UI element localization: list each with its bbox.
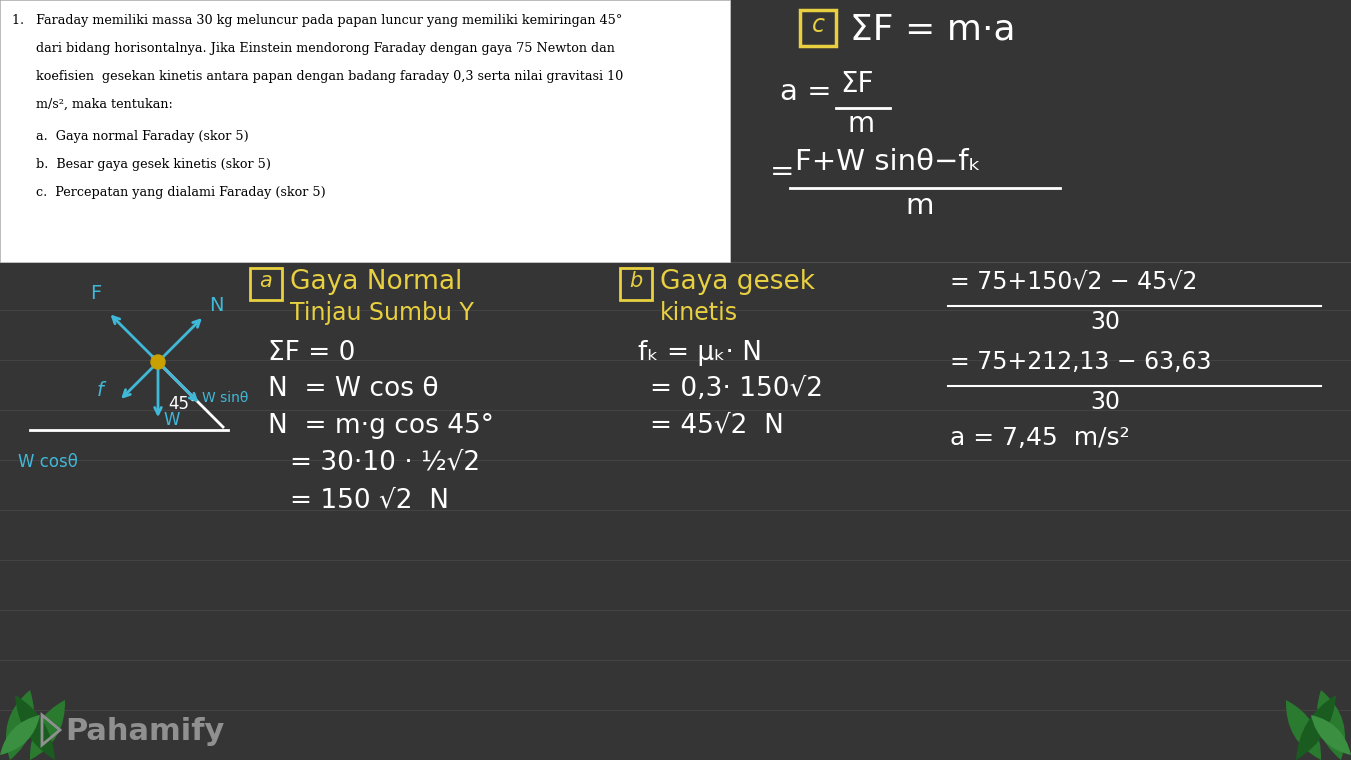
- Text: ΣF = 0: ΣF = 0: [267, 340, 355, 366]
- Text: b.  Besar gaya gesek kinetis (skor 5): b. Besar gaya gesek kinetis (skor 5): [12, 158, 272, 171]
- PathPatch shape: [0, 715, 41, 755]
- Text: = 30·10 · ½√2: = 30·10 · ½√2: [290, 450, 480, 476]
- PathPatch shape: [30, 700, 65, 760]
- PathPatch shape: [1296, 695, 1336, 760]
- Text: m: m: [905, 192, 934, 220]
- Bar: [250, 268, 282, 300]
- Text: W: W: [163, 411, 180, 429]
- Text: c.  Percepatan yang dialami Faraday (skor 5): c. Percepatan yang dialami Faraday (skor…: [12, 186, 326, 199]
- Text: = 75+212,13 − 63,63: = 75+212,13 − 63,63: [950, 350, 1212, 374]
- Text: a =: a =: [780, 78, 832, 106]
- Text: W cosθ: W cosθ: [18, 453, 78, 471]
- Text: dari bidang horisontalnya. Jika Einstein mendorong Faraday dengan gaya 75 Newton: dari bidang horisontalnya. Jika Einstein…: [12, 42, 615, 55]
- Text: fₖ = μₖ· N: fₖ = μₖ· N: [638, 340, 762, 366]
- Text: kinetis: kinetis: [661, 301, 738, 325]
- Bar: [620, 268, 653, 300]
- Text: ΣF: ΣF: [840, 70, 874, 98]
- Circle shape: [151, 355, 165, 369]
- Text: N: N: [209, 296, 223, 315]
- Text: m/s², maka tentukan:: m/s², maka tentukan:: [12, 98, 173, 111]
- Bar: [800, 10, 836, 46]
- Text: = 150 √2  N: = 150 √2 N: [290, 488, 449, 514]
- Text: 1.   Faraday memiliki massa 30 kg meluncur pada papan luncur yang memiliki kemir: 1. Faraday memiliki massa 30 kg meluncur…: [12, 14, 623, 27]
- Text: Gaya Normal: Gaya Normal: [290, 269, 462, 295]
- Text: koefisien  gesekan kinetis antara papan dengan badang faraday 0,3 serta nilai gr: koefisien gesekan kinetis antara papan d…: [12, 70, 623, 83]
- Text: W sinθ: W sinθ: [203, 391, 249, 405]
- PathPatch shape: [15, 695, 55, 760]
- Text: =: =: [770, 158, 794, 186]
- Text: = 0,3· 150√2: = 0,3· 150√2: [650, 376, 823, 402]
- Text: Tinjau Sumbu Y: Tinjau Sumbu Y: [290, 301, 474, 325]
- PathPatch shape: [1286, 700, 1321, 760]
- Text: = 75+150√2 − 45√2: = 75+150√2 − 45√2: [950, 269, 1197, 293]
- Text: m: m: [848, 110, 875, 138]
- Text: 30: 30: [1090, 310, 1120, 334]
- Text: 45°: 45°: [168, 395, 197, 413]
- Text: Gaya gesek: Gaya gesek: [661, 269, 815, 295]
- Text: F+W sinθ−fₖ: F+W sinθ−fₖ: [794, 148, 981, 176]
- Text: f: f: [97, 381, 104, 400]
- Text: = 45√2  N: = 45√2 N: [650, 413, 784, 439]
- Text: F: F: [91, 283, 101, 302]
- Text: a = 7,45  m/s²: a = 7,45 m/s²: [950, 426, 1129, 450]
- Text: N  = W cos θ: N = W cos θ: [267, 376, 439, 402]
- Text: a.  Gaya normal Faraday (skor 5): a. Gaya normal Faraday (skor 5): [12, 130, 249, 143]
- Text: ΣF = m·a: ΣF = m·a: [850, 12, 1016, 46]
- Text: Pahamify: Pahamify: [65, 717, 224, 746]
- PathPatch shape: [1317, 690, 1346, 760]
- Text: 30: 30: [1090, 390, 1120, 414]
- PathPatch shape: [5, 690, 34, 760]
- Text: b: b: [630, 271, 643, 291]
- Text: a: a: [259, 271, 273, 291]
- PathPatch shape: [1310, 715, 1351, 755]
- Bar: [0, 0, 730, 262]
- Text: N  = m·g cos 45°: N = m·g cos 45°: [267, 413, 494, 439]
- Text: c: c: [812, 13, 824, 37]
